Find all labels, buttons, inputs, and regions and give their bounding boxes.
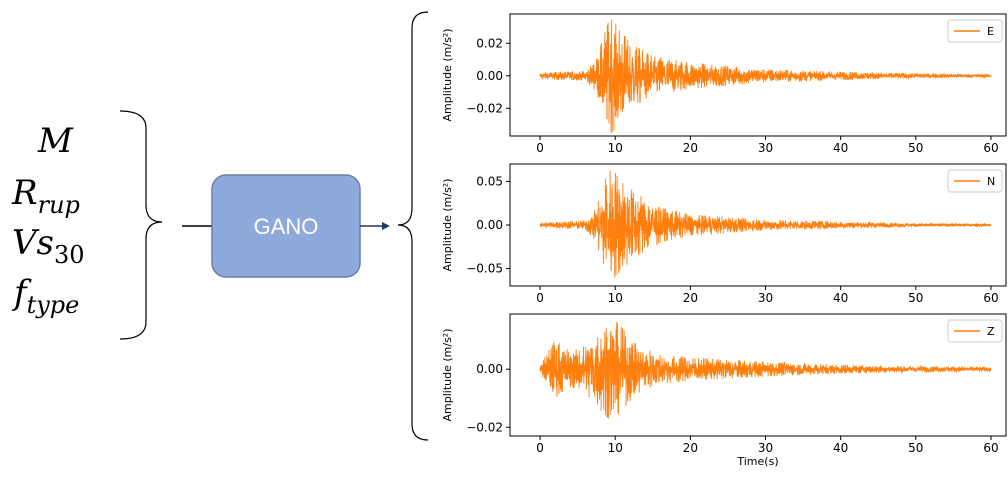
x-tick-label: 0 [536,141,544,155]
input-parameters: M Rrup Vs30 ftype [11,121,85,319]
waveform-trace [539,19,992,134]
output-brace [397,11,429,441]
x-tick-label: 60 [983,291,998,305]
y-tick-label: 0.02 [476,36,503,50]
input-vs30: Vs30 [12,223,85,269]
y-tick-label: 0.00 [476,69,503,83]
gano-model-box: GANO [211,174,361,278]
x-tick-label: 0 [536,291,544,305]
x-axis-label: Time(s) [736,455,778,468]
x-tick-label: 20 [683,141,698,155]
gano-label: GANO [254,214,319,239]
output-waveform-charts: 0 10 20 30 40 50 60 0.02 0.00 −0.02 Amplitude (m/s… [441,13,1007,468]
waveform-trace [539,321,992,419]
x-tick-label: 50 [908,291,923,305]
legend: Z [947,319,1003,343]
x-tick-label: 60 [983,141,998,155]
legend-label: Z [987,325,995,338]
x-tick-label: 10 [608,291,623,305]
input-rupture-distance: Rrup [11,173,80,219]
x-tick-label: 30 [758,141,773,155]
x-tick-label: 10 [608,441,623,455]
waveform-panel-e: 0 10 20 30 40 50 60 0.02 0.00 −0.02 Amplitude (m/s… [441,13,1007,155]
y-axis-label: Amplitude (m/s²) [441,178,454,271]
y-tick-label: 0.05 [476,174,503,188]
legend-label: N [987,175,995,188]
input-fault-type: ftype [11,273,79,319]
x-tick-label: 40 [833,441,848,455]
legend: N [947,169,1003,193]
x-tick-label: 30 [758,291,773,305]
y-tick-label: 0.00 [476,362,503,376]
axes-frame [509,13,1007,137]
input-magnitude: M [37,121,74,161]
x-tick-label: 0 [536,441,544,455]
y-tick-label: −0.02 [466,101,503,115]
y-axis-label: Amplitude (m/s²) [441,28,454,121]
output-arrow [360,222,390,230]
x-tick-label: 60 [983,441,998,455]
x-tick-label: 50 [908,141,923,155]
y-tick-label: −0.05 [466,262,503,276]
legend-label: E [987,25,994,38]
x-tick-label: 50 [908,441,923,455]
x-tick-label: 20 [683,291,698,305]
waveform-panel-n: 0 10 20 30 40 50 60 0.05 0.00 −0.05 Amplitude (m/s… [441,163,1007,305]
y-axis-label: Amplitude (m/s²) [441,328,454,421]
waveform-panel-z: 0 10 20 30 40 50 60 0.00 −0.02 Amplitude (m/s²) Z T… [441,313,1007,468]
input-brace [119,110,163,340]
y-tick-label: −0.02 [466,420,503,434]
y-tick-label: 0.00 [476,218,503,232]
waveform-trace [539,170,992,278]
x-tick-label: 40 [833,291,848,305]
x-tick-label: 20 [683,441,698,455]
legend: E [947,19,1003,43]
axes-frame [509,313,1007,437]
x-tick-label: 40 [833,141,848,155]
x-tick-label: 30 [758,441,773,455]
x-tick-label: 10 [608,141,623,155]
